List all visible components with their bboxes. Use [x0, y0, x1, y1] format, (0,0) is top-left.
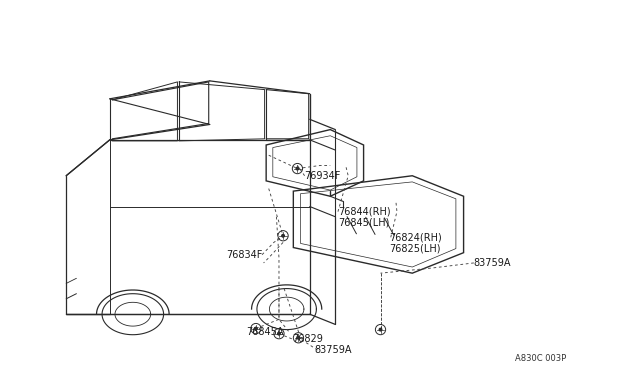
Text: 76824(RH): 76824(RH)	[389, 232, 442, 242]
Circle shape	[278, 333, 280, 335]
Circle shape	[296, 167, 299, 170]
Text: 76825(LH): 76825(LH)	[389, 244, 441, 254]
Text: 76934F: 76934F	[305, 171, 341, 181]
Circle shape	[297, 337, 300, 339]
Text: 76844(RH): 76844(RH)	[338, 206, 390, 217]
Text: 76845(LH): 76845(LH)	[338, 218, 389, 228]
Text: 76829: 76829	[292, 334, 323, 344]
Text: 76845A: 76845A	[246, 327, 284, 337]
Circle shape	[282, 234, 284, 237]
Text: A830C 003P: A830C 003P	[515, 354, 566, 363]
Circle shape	[255, 327, 257, 330]
Text: 83759A: 83759A	[474, 258, 511, 268]
Text: 83759A: 83759A	[315, 345, 353, 355]
Circle shape	[380, 328, 382, 331]
Text: 76834F: 76834F	[226, 250, 262, 260]
